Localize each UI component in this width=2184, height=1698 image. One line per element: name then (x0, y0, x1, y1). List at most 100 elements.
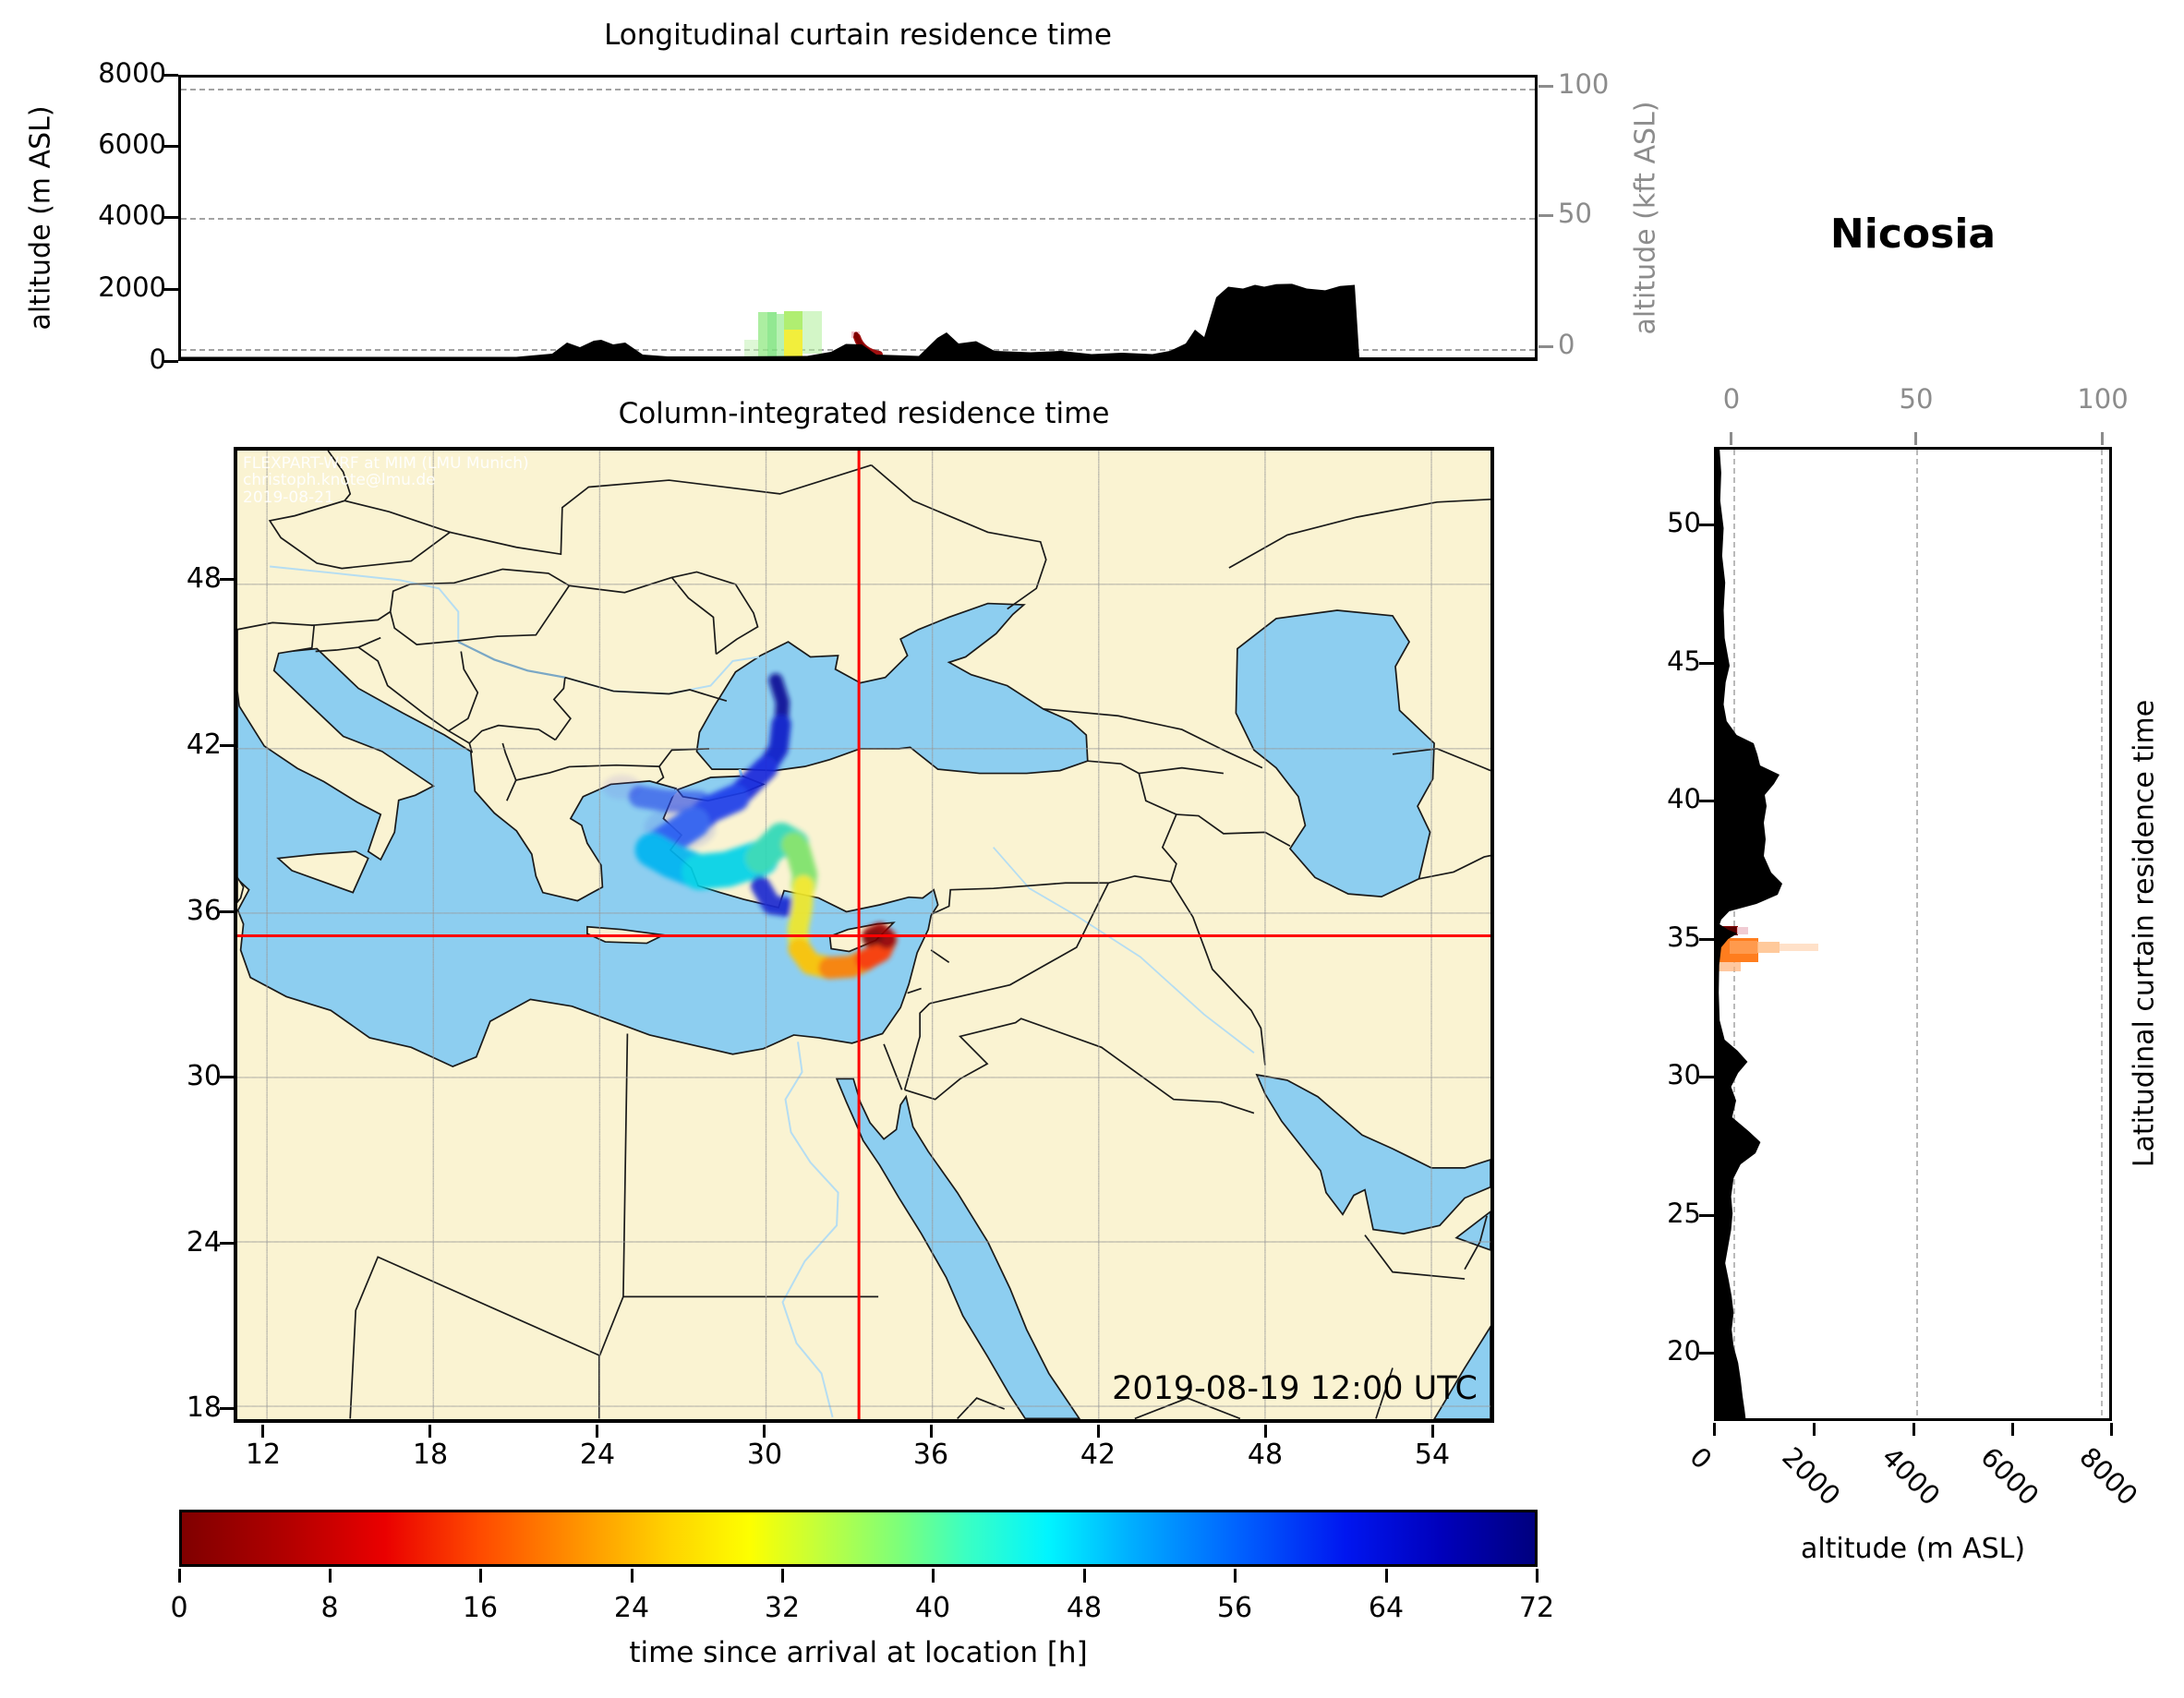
colorbar-label: time since arrival at location [h] (629, 1636, 1088, 1669)
right-lattickmark (1699, 938, 1714, 941)
map-ytick-24: 24 (186, 1226, 222, 1258)
right-lattick-50: 50 (1667, 507, 1701, 538)
right-toptickmark (1730, 432, 1732, 445)
map-ytick-18: 18 (186, 1391, 222, 1424)
tunisia-sliver (237, 877, 244, 902)
right-alttick-6000: 6000 (1974, 1440, 2045, 1511)
top-panel-ylabel-right: altitude (kft ASL) (1629, 101, 1662, 335)
colorbar-tickmark (932, 1569, 935, 1583)
right-alttickmark (1713, 1423, 1716, 1436)
right-alttickmark (2110, 1423, 2113, 1436)
colorbar-tick-32: 32 (764, 1592, 801, 1624)
right-panel-xlabel: altitude (m ASL) (1800, 1533, 2026, 1565)
map-ytick-30: 30 (186, 1060, 222, 1092)
right-alttickmark (2011, 1423, 2014, 1436)
top-ytickmark-kft (1538, 85, 1553, 88)
map-xtickmark (1431, 1425, 1434, 1438)
right-alttick-8000: 8000 (2073, 1440, 2144, 1511)
right-lattick-40: 40 (1667, 783, 1701, 814)
top-ytickmark-kft (1538, 214, 1553, 217)
colorbar-tick-16: 16 (462, 1592, 499, 1624)
right-toptick-100: 100 (2077, 383, 2129, 415)
curtain-plume-column (777, 314, 784, 357)
watermark-line-3: 2019-08-21 (243, 488, 334, 507)
colorbar (179, 1510, 1538, 1567)
map-canvas (237, 451, 1490, 1419)
top-ytickmark (163, 74, 178, 77)
colorbar-tick-0: 0 (170, 1592, 188, 1624)
map-xtick-12: 12 (245, 1439, 282, 1471)
top-panel-ylabel-left: altitude (m ASL) (24, 105, 57, 331)
map-xtick-42: 42 (1080, 1439, 1116, 1471)
map-borders (270, 451, 1490, 1418)
map-xtick-36: 36 (912, 1439, 949, 1471)
colorbar-tick-56: 56 (1216, 1592, 1253, 1624)
curtain-plume-column (744, 340, 758, 357)
top-ytickmark-kft (1538, 345, 1553, 348)
colorbar-tickmark (178, 1569, 181, 1583)
map-ytick-42: 42 (186, 729, 222, 761)
colorbar-tick-8: 8 (320, 1592, 339, 1624)
map-ytickmark (220, 1407, 234, 1410)
lat-plume-orange-mid (1730, 941, 1757, 954)
right-lattick-30: 30 (1667, 1059, 1701, 1090)
right-lattickmark (1699, 800, 1714, 802)
top-panel-plot (178, 75, 1538, 361)
right-alttickmark (1913, 1423, 1915, 1436)
colorbar-tickmark (479, 1569, 482, 1583)
top-ytickmark (163, 288, 178, 291)
colorbar-tickmark (329, 1569, 332, 1583)
map-plot (234, 447, 1494, 1423)
map-timestamp: 2019-08-19 12:00 UTC (1112, 1370, 1478, 1407)
map-xtickmark (1097, 1425, 1100, 1438)
map-ytick-36: 36 (186, 895, 222, 927)
curtain-plume-column (802, 311, 822, 354)
latitudinal-curtain-canvas (1717, 450, 2103, 1418)
top-ytick-6000: 6000 (98, 128, 166, 160)
lat-plume-orange-faint (1780, 944, 1818, 951)
right-toptick-0: 0 (1722, 383, 1741, 415)
right-toptickmark (1914, 432, 1917, 445)
top-ytick-kft-50: 50 (1558, 198, 1592, 229)
top-ytick-4000: 4000 (98, 199, 166, 231)
sicily (278, 851, 368, 893)
map-xtickmark (763, 1425, 766, 1438)
map-watermark: FLEXPART-WRF at MIM (LMU Munich) christo… (243, 455, 529, 506)
map-xtick-48: 48 (1247, 1439, 1284, 1471)
top-ytick-0: 0 (149, 343, 166, 375)
top-ytickmark (163, 145, 178, 148)
colorbar-tickmark (1385, 1569, 1388, 1583)
right-lattick-20: 20 (1667, 1335, 1701, 1367)
colorbar-tick-72: 72 (1518, 1592, 1555, 1624)
right-lattickmark (1699, 1076, 1714, 1078)
right-lattick-25: 25 (1667, 1198, 1701, 1229)
map-xtickmark (596, 1425, 598, 1438)
colorbar-tick-40: 40 (914, 1592, 951, 1624)
map-ytickmark (220, 1076, 234, 1078)
map-xtickmark (428, 1425, 431, 1438)
map-ytickmark (220, 1242, 234, 1245)
map-ytick-48: 48 (186, 562, 222, 595)
top-ytickmark (163, 216, 178, 219)
curtain-plume-column (758, 312, 767, 357)
nile-river (783, 1042, 839, 1417)
curtain-plume-column (767, 312, 777, 357)
map-plume (602, 673, 898, 980)
map-xtickmark (261, 1425, 264, 1438)
map-islands (237, 622, 894, 951)
map-xtick-54: 54 (1414, 1439, 1451, 1471)
watermark-line-1: FLEXPART-WRF at MIM (LMU Munich) (243, 454, 529, 473)
colorbar-tickmark (1536, 1569, 1538, 1583)
right-lattickmark (1699, 524, 1714, 526)
top-gridline-100kft (181, 89, 1535, 90)
right-lattickmark (1699, 1214, 1714, 1217)
right-panel-plot (1714, 447, 2112, 1421)
top-gridline-50kft (181, 218, 1535, 220)
right-lattick-45: 45 (1667, 645, 1701, 677)
crosshair (237, 451, 1490, 1419)
right-lattickmark (1699, 1352, 1714, 1355)
colorbar-tick-24: 24 (613, 1592, 650, 1624)
map-xtick-24: 24 (579, 1439, 616, 1471)
curtain-plume-column-yellow (784, 330, 802, 357)
